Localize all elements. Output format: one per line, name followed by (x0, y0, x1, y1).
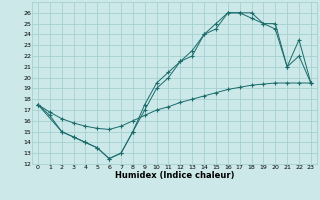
X-axis label: Humidex (Indice chaleur): Humidex (Indice chaleur) (115, 171, 234, 180)
